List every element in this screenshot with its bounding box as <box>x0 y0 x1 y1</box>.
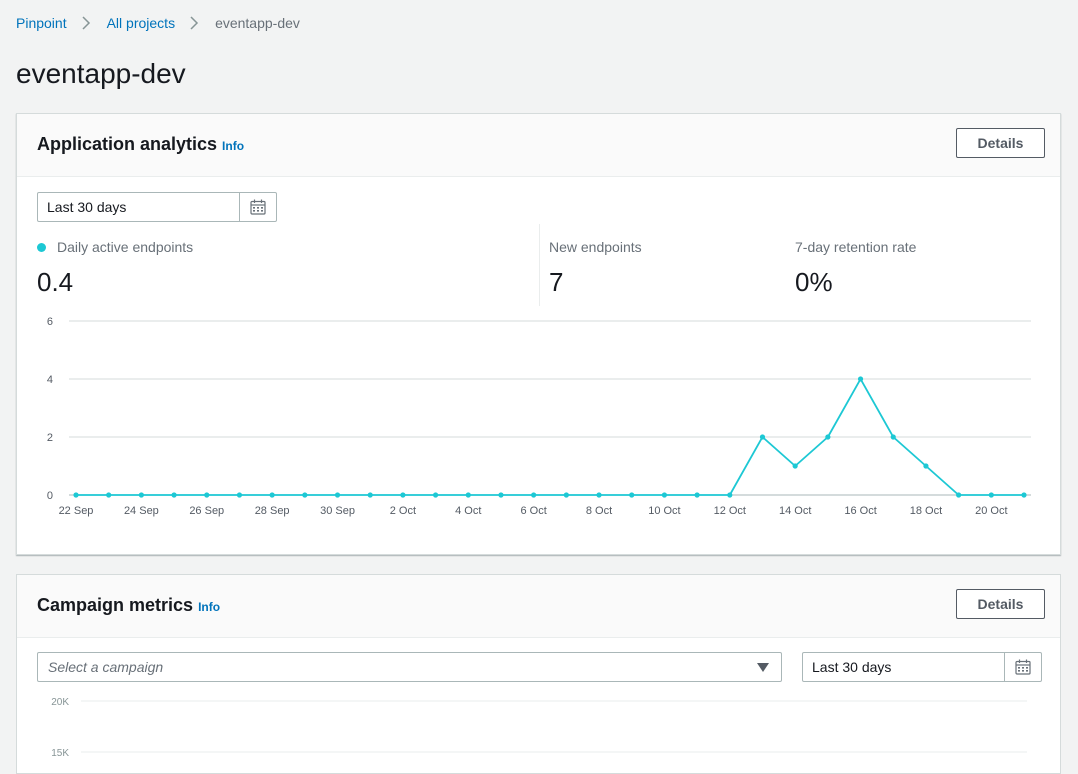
metric-value: 0% <box>795 267 833 297</box>
data-point <box>498 492 504 498</box>
data-point <box>400 492 406 498</box>
application-analytics-panel: Application analytics Info Details Last 3… <box>16 113 1061 555</box>
data-point <box>302 492 308 498</box>
data-point <box>890 434 896 440</box>
data-point <box>204 492 210 498</box>
data-point <box>825 434 831 440</box>
campaign-select[interactable]: Select a campaign <box>37 652 782 682</box>
caret-down-icon <box>757 663 769 672</box>
metric-daily-active-endpoints: Daily active endpoints 0.4 <box>37 238 193 298</box>
breadcrumb-current: eventapp-dev <box>215 15 300 31</box>
series-line <box>76 378 1024 496</box>
data-point <box>759 434 766 440</box>
date-range-value: Last 30 days <box>812 659 892 675</box>
x-tick-label: 24 Sep <box>124 505 159 517</box>
data-point <box>171 492 177 498</box>
details-button[interactable]: Details <box>956 589 1045 619</box>
data-point <box>923 463 929 469</box>
panel-title: Application analytics Info <box>37 133 244 157</box>
x-tick-label: 4 Oct <box>455 505 481 517</box>
data-point <box>956 492 962 498</box>
breadcrumb-pinpoint-link[interactable]: Pinpoint <box>16 15 67 31</box>
data-point <box>694 492 700 498</box>
campaign-select-placeholder: Select a campaign <box>48 659 164 675</box>
metric-value: 0.4 <box>37 267 74 297</box>
data-point <box>367 492 373 498</box>
data-point <box>106 492 112 498</box>
panel-header: Campaign metrics Info Details <box>17 575 1060 638</box>
y-tick-label: 2 <box>47 432 53 444</box>
y-tick-label: 0 <box>47 490 53 502</box>
data-point <box>629 492 635 498</box>
panel-title: Campaign metrics Info <box>37 594 220 618</box>
x-tick-label: 6 Oct <box>521 505 547 517</box>
data-point <box>727 492 733 498</box>
x-tick-label: 12 Oct <box>714 505 746 517</box>
x-tick-label: 10 Oct <box>648 505 680 517</box>
x-tick-label: 16 Oct <box>844 505 876 517</box>
y-tick-label: 6 <box>47 316 53 328</box>
info-link[interactable]: Info <box>222 139 245 153</box>
calendar-icon[interactable] <box>1004 653 1041 681</box>
breadcrumb: Pinpoint All projects eventapp-dev <box>16 14 300 32</box>
y-tick-label: 4 <box>47 374 53 386</box>
metric-label: New endpoints <box>549 239 642 255</box>
x-tick-label: 2 Oct <box>390 505 416 517</box>
daily-active-endpoints-chart: 0 2 4 6 22 Sep 24 Sep 26 Sep 28 Sep 30 Sep 2 Oct 4… <box>47 316 1031 517</box>
x-tick-label: 20 Oct <box>975 505 1007 517</box>
data-point <box>465 492 471 498</box>
campaign-metrics-title: Campaign metrics <box>37 595 194 615</box>
date-range-picker[interactable]: Last 30 days <box>37 192 277 222</box>
data-point <box>792 463 798 469</box>
chevron-right-icon <box>82 16 90 30</box>
details-button[interactable]: Details <box>956 128 1045 158</box>
calendar-icon[interactable] <box>239 193 276 221</box>
page-title: eventapp-dev <box>16 58 186 89</box>
campaign-metrics-chart: 20K 15K <box>51 697 1027 759</box>
x-tick-label: 8 Oct <box>586 505 612 517</box>
data-point <box>334 492 341 498</box>
x-tick-label: 14 Oct <box>779 505 811 517</box>
info-link[interactable]: Info <box>198 600 221 614</box>
data-point <box>596 492 602 498</box>
x-tick-label: 18 Oct <box>910 505 942 517</box>
data-point <box>661 492 668 498</box>
data-point <box>73 492 79 498</box>
data-point <box>988 492 994 498</box>
x-tick-label: 30 Sep <box>320 505 355 517</box>
data-point <box>138 492 144 498</box>
campaign-metrics-panel: Campaign metrics Info Details Select a ca… <box>16 574 1061 774</box>
metric-retention-rate: 7-day retention rate 0% <box>795 238 916 298</box>
data-point <box>531 492 537 498</box>
breadcrumb-all-projects-link[interactable]: All projects <box>106 15 176 31</box>
metric-value: 7 <box>549 267 564 297</box>
x-tick-label: 26 Sep <box>189 505 224 517</box>
date-range-value: Last 30 days <box>47 199 127 215</box>
y-tick-label: 20K <box>51 697 69 708</box>
data-point <box>432 492 439 498</box>
metric-label: Daily active endpoints <box>57 239 194 255</box>
data-point <box>563 492 569 498</box>
x-tick-label: 28 Sep <box>255 505 290 517</box>
x-tick-label: 22 Sep <box>59 505 94 517</box>
application-analytics-title: Application analytics <box>37 134 218 154</box>
chevron-right-icon <box>190 16 199 30</box>
data-point <box>857 376 864 382</box>
metric-label: 7-day retention rate <box>795 239 917 255</box>
date-range-picker[interactable]: Last 30 days <box>802 652 1042 682</box>
panel-header: Application analytics Info Details <box>17 114 1060 177</box>
data-point <box>269 492 275 498</box>
series-color-dot <box>37 242 46 252</box>
metric-divider <box>539 224 540 306</box>
y-tick-label: 15K <box>51 748 69 759</box>
data-point <box>236 492 243 498</box>
data-point <box>1021 492 1027 498</box>
metric-new-endpoints: New endpoints 7 <box>549 238 642 298</box>
